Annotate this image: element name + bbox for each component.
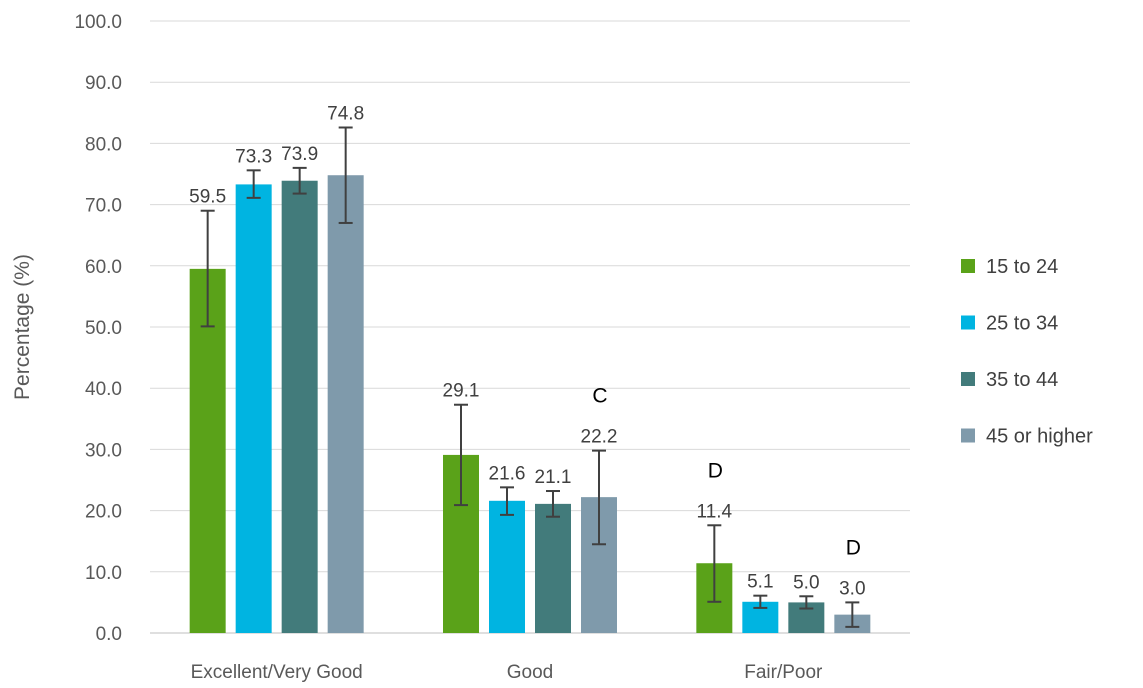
data-label: 73.3 (235, 146, 272, 167)
data-label: 3.0 (839, 578, 865, 599)
x-tick-label: Good (507, 662, 553, 683)
data-label: 5.1 (747, 572, 773, 593)
bar (189, 268, 226, 633)
data-label: 74.8 (327, 103, 364, 124)
legend-swatch (961, 315, 975, 330)
y-tick-label: 60.0 (85, 257, 122, 278)
bar (535, 503, 571, 633)
y-tick-label: 20.0 (85, 502, 122, 523)
significance-note: D (708, 459, 723, 482)
legend-swatch (961, 259, 975, 273)
x-tick-label: Fair/Poor (744, 662, 823, 683)
legend: 15 to 24 25 to 34 35 to 44 45 or higher (961, 256, 1093, 448)
y-tick-label: 10.0 (85, 563, 122, 584)
bars (189, 175, 871, 634)
y-tick-label: 30.0 (85, 440, 122, 461)
y-axis-ticks: 0.0 10.0 20.0 30.0 40.0 50.0 60.0 70.0 80.0 90.0 1… (74, 12, 122, 645)
data-label: 59.5 (189, 187, 226, 208)
significance-note: D (846, 536, 861, 559)
x-tick-label: Excellent/Very Good (191, 662, 363, 683)
y-axis-title: Percentage (%) (11, 254, 34, 400)
y-tick-label: 0.0 (96, 624, 122, 645)
legend-label: 25 to 34 (986, 313, 1058, 335)
y-tick-label: 50.0 (85, 318, 122, 339)
y-tick-label: 90.0 (85, 73, 122, 94)
data-label: 29.1 (443, 381, 480, 402)
y-tick-label: 40.0 (85, 379, 122, 400)
legend-label: 15 to 24 (986, 256, 1058, 278)
bar (281, 180, 318, 633)
bar (327, 175, 364, 633)
legend-label: 45 or higher (986, 426, 1093, 448)
y-tick-label: 70.0 (85, 196, 122, 217)
error-bars (200, 126, 860, 628)
y-tick-label: 80.0 (85, 134, 122, 155)
significance-note: C (592, 385, 607, 408)
data-label: 11.4 (697, 501, 733, 522)
data-label: 21.1 (535, 467, 572, 488)
legend-swatch (961, 428, 975, 443)
data-label: 21.6 (489, 463, 526, 484)
gridlines (150, 20, 910, 634)
bar (489, 500, 525, 633)
legend-label: 35 to 44 (986, 369, 1058, 391)
data-label: 22.2 (581, 427, 618, 448)
data-label: 73.9 (281, 144, 318, 165)
legend-swatch (961, 372, 975, 386)
bar (235, 184, 272, 634)
y-tick-label: 100.0 (74, 12, 122, 33)
data-label: 5.0 (793, 572, 819, 593)
x-axis-ticks: Excellent/Very Good Good Fair/Poor (191, 662, 823, 683)
data-labels: 59.5 73.3 73.9 74.8 29.1 21.6 21.1 22.2 C 11.4 D 5.… (189, 103, 865, 599)
